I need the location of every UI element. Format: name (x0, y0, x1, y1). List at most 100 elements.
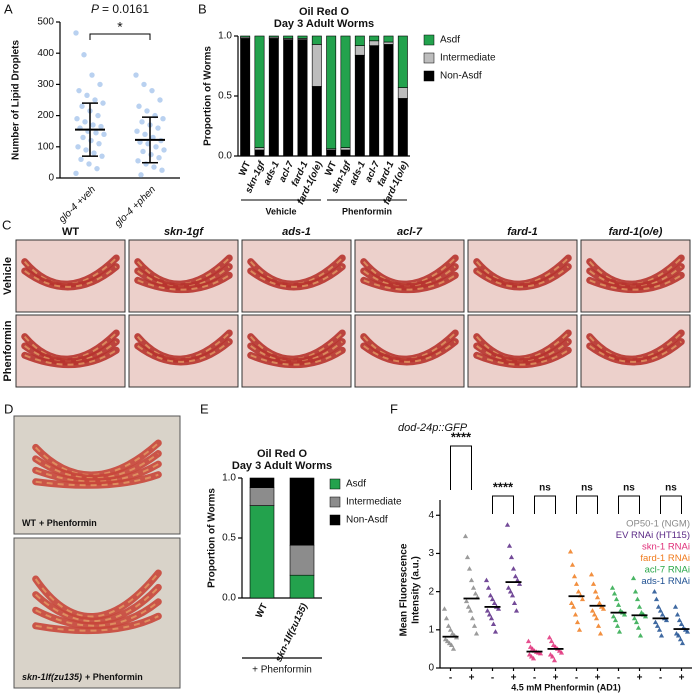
data-point (530, 655, 537, 661)
data-point (631, 615, 638, 621)
data-point (81, 52, 87, 58)
y-tick-label: 0.0 (218, 151, 232, 162)
legend-label: EV RNAi (HT115) (616, 530, 690, 541)
worm-gut (34, 572, 160, 618)
data-point (513, 608, 520, 613)
data-point (488, 615, 495, 621)
bar-segment (249, 477, 275, 488)
worm-gut (589, 274, 682, 291)
x-tick-label: - (575, 673, 578, 684)
data-point (156, 155, 162, 161)
data-point (612, 617, 619, 623)
data-point (657, 608, 664, 613)
data-point (594, 594, 601, 600)
data-point (83, 147, 89, 153)
legend-swatch (329, 478, 341, 490)
data-point (659, 611, 666, 617)
worm-gut (35, 586, 160, 623)
worm-gut (476, 349, 569, 366)
data-point (537, 650, 544, 656)
x-tick-label: + (553, 673, 559, 684)
legend-label: Non-Asdf (440, 71, 482, 82)
data-point (86, 161, 92, 167)
data-point (448, 642, 455, 647)
data-point (567, 548, 574, 554)
column-label: ads-1 (282, 226, 311, 238)
worm-gut (475, 332, 569, 361)
data-point (672, 604, 679, 609)
data-point (655, 604, 662, 609)
legend-swatch (423, 70, 435, 82)
bar-segment (354, 35, 365, 46)
data-point (489, 596, 496, 602)
bar-segment (383, 44, 394, 157)
data-point (549, 653, 556, 659)
legend-label: Intermediate (346, 497, 402, 508)
significance: **** (493, 479, 514, 494)
data-point (678, 621, 685, 626)
data-point (514, 577, 521, 583)
legend-label: skn-1 RNAi (642, 542, 690, 553)
data-point (495, 606, 502, 611)
p-value: P = 0.0161 (91, 2, 149, 16)
data-point (504, 522, 511, 527)
data-point (656, 627, 663, 632)
data-point (485, 585, 492, 590)
data-point (472, 590, 479, 596)
worm-gut (35, 452, 159, 480)
data-point (134, 128, 140, 134)
bar-segment (254, 147, 265, 151)
worm-gut (137, 340, 230, 363)
data-point (84, 92, 90, 99)
y-tick-label: 100 (37, 141, 54, 152)
bar-segment (254, 149, 265, 157)
y-axis-label: Proportion of Worms (207, 488, 218, 588)
data-point (633, 619, 640, 625)
data-point (632, 589, 639, 594)
bar-segment (397, 87, 408, 99)
panel-label: A (4, 1, 13, 16)
legend-label: OP50-1 (NGM) (626, 519, 690, 530)
x-tick-label: + (679, 673, 685, 684)
column-label: fard-1(o/e) (609, 226, 663, 238)
data-point (82, 119, 88, 125)
data-point (136, 103, 142, 109)
data-point (79, 103, 85, 109)
worm-gut (35, 473, 159, 487)
y-tick-label: 0.5 (222, 533, 236, 544)
data-point (525, 638, 532, 644)
data-point (443, 615, 450, 621)
bar-segment (369, 35, 380, 42)
data-point (153, 144, 159, 150)
bar-segment (240, 35, 251, 38)
y-tick-label: 0.0 (222, 593, 236, 604)
bar-segment (268, 38, 279, 157)
bar-segment (297, 35, 308, 39)
chart-title: Oil Red O (299, 6, 350, 18)
y-tick-label: 1.0 (218, 31, 232, 42)
bar-segment (297, 39, 308, 157)
data-point (548, 638, 555, 644)
bar-segment (289, 574, 315, 599)
data-point (679, 640, 686, 646)
worm-gut (136, 332, 230, 361)
data-point (95, 112, 101, 119)
significance: ns (581, 483, 593, 494)
data-point (558, 650, 565, 655)
row-label: Vehicle (2, 257, 14, 295)
data-point (96, 140, 102, 147)
data-point (92, 97, 98, 103)
data-point (653, 596, 660, 602)
worm-gut (588, 257, 682, 286)
data-point (468, 577, 475, 583)
bar-segment (254, 35, 265, 148)
panel-label: B (198, 1, 207, 16)
data-point (471, 623, 478, 628)
bar-segment (326, 35, 337, 150)
legend-swatch (329, 496, 341, 508)
x-tick-label: glo-4 +veh (57, 184, 98, 225)
legend-label: Non-Asdf (346, 515, 388, 526)
data-point (97, 81, 103, 88)
data-point (441, 606, 448, 611)
bar-segment (311, 86, 322, 157)
